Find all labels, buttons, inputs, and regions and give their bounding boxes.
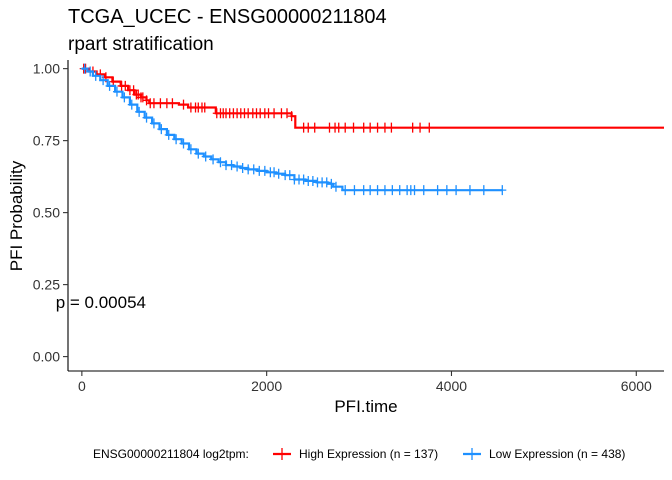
- x-tick-label: 0: [78, 378, 86, 394]
- censor-mark-low: [410, 185, 419, 196]
- censor-mark-low: [164, 129, 173, 140]
- p-value-annotation: p = 0.00054: [56, 293, 146, 312]
- censor-mark-low: [350, 185, 359, 196]
- censor-mark-low: [327, 178, 336, 189]
- censor-mark-low: [433, 185, 442, 196]
- curve-low: [81, 67, 503, 192]
- censor-mark-low: [120, 92, 129, 103]
- censor-mark-low: [105, 80, 114, 91]
- censor-mark-high: [270, 108, 279, 119]
- censor-mark-low: [80, 63, 89, 74]
- censor-mark-low: [322, 177, 331, 188]
- censor-mark-high: [416, 122, 425, 133]
- x-tick-label: 6000: [621, 378, 652, 394]
- censor-mark-low: [201, 151, 210, 162]
- censor-mark-low: [142, 112, 151, 123]
- censor-mark-low: [135, 106, 144, 117]
- censor-mark-low: [227, 160, 236, 171]
- survival-curves: [79, 63, 664, 196]
- censor-mark-high: [387, 122, 396, 133]
- y-tick-label: 0.50: [33, 205, 60, 221]
- x-axis-title: PFI.time: [334, 397, 397, 416]
- censor-mark-low: [127, 99, 136, 110]
- censor-mark-low: [238, 162, 247, 173]
- y-axis-ticks: 0.00 0.25 0.50 0.75 1.00: [33, 61, 68, 365]
- censor-mark-low: [157, 124, 166, 135]
- censor-mark-high: [341, 122, 350, 133]
- y-axis-title: PFI Probability: [7, 160, 26, 271]
- censor-mark-low: [366, 185, 375, 196]
- y-tick-label: 0.25: [33, 277, 60, 293]
- y-tick-label: 1.00: [33, 61, 60, 77]
- censor-mark-low: [419, 185, 428, 196]
- censor-mark-low: [209, 154, 218, 165]
- censor-mark-low: [465, 185, 474, 196]
- censor-mark-low: [498, 185, 507, 196]
- censor-mark-low: [331, 181, 340, 192]
- censor-mark-high: [349, 122, 358, 133]
- censor-mark-high: [366, 122, 375, 133]
- censor-mark-high: [310, 122, 319, 133]
- censor-mark-low: [216, 157, 225, 168]
- x-tick-label: 4000: [436, 378, 467, 394]
- censor-mark-low: [86, 66, 95, 77]
- censor-mark-low: [442, 185, 451, 196]
- legend: ENSG00000211804 log2tpm: High Expression…: [93, 447, 625, 461]
- censor-mark-low: [388, 185, 397, 196]
- censor-mark-low: [99, 75, 108, 86]
- censor-mark-low: [270, 167, 279, 178]
- censor-mark-low: [260, 165, 269, 176]
- censor-mark-low: [395, 185, 404, 196]
- censor-mark-low: [380, 185, 389, 196]
- censor-mark-low: [172, 134, 181, 145]
- y-tick-label: 0.00: [33, 349, 60, 365]
- censor-mark-high: [200, 102, 209, 113]
- censor-mark-high: [408, 122, 417, 133]
- y-tick-label: 0.75: [33, 133, 60, 149]
- censor-mark-low: [274, 168, 283, 179]
- censor-mark-low: [341, 185, 350, 196]
- censor-mark-low: [112, 86, 121, 97]
- censor-mark-low: [233, 161, 242, 172]
- censor-mark-low: [186, 144, 195, 155]
- censor-mark-high: [425, 122, 434, 133]
- chart-subtitle: rpart stratification: [68, 34, 214, 55]
- legend-title: ENSG00000211804 log2tpm:: [93, 447, 249, 461]
- censor-mark-high: [373, 122, 382, 133]
- censor-mark-low: [373, 185, 382, 196]
- censor-mark-low: [179, 138, 188, 149]
- censor-mark-low: [479, 185, 488, 196]
- censor-mark-low: [285, 170, 294, 181]
- censor-mark-low: [249, 164, 258, 175]
- censor-mark-low: [194, 148, 203, 159]
- censor-mark-low: [149, 118, 158, 129]
- x-tick-label: 2000: [251, 378, 282, 394]
- legend-label-high: High Expression (n = 137): [299, 447, 438, 461]
- censor-mark-high: [282, 108, 291, 119]
- legend-label-low: Low Expression (n = 438): [489, 447, 625, 461]
- censor-mark-high: [121, 80, 130, 91]
- censor-mark-high: [168, 98, 177, 109]
- censor-mark-high: [287, 111, 296, 122]
- chart-title: TCGA_UCEC - ENSG00000211804: [68, 6, 387, 28]
- x-axis-ticks: 0 2000 4000 6000: [78, 371, 652, 394]
- censor-mark-high: [179, 99, 188, 110]
- censor-mark-low: [308, 175, 317, 186]
- censor-mark-low: [299, 174, 308, 185]
- curve-high: [81, 67, 664, 129]
- censor-mark-low: [91, 70, 100, 81]
- censor-mark-low: [452, 185, 461, 196]
